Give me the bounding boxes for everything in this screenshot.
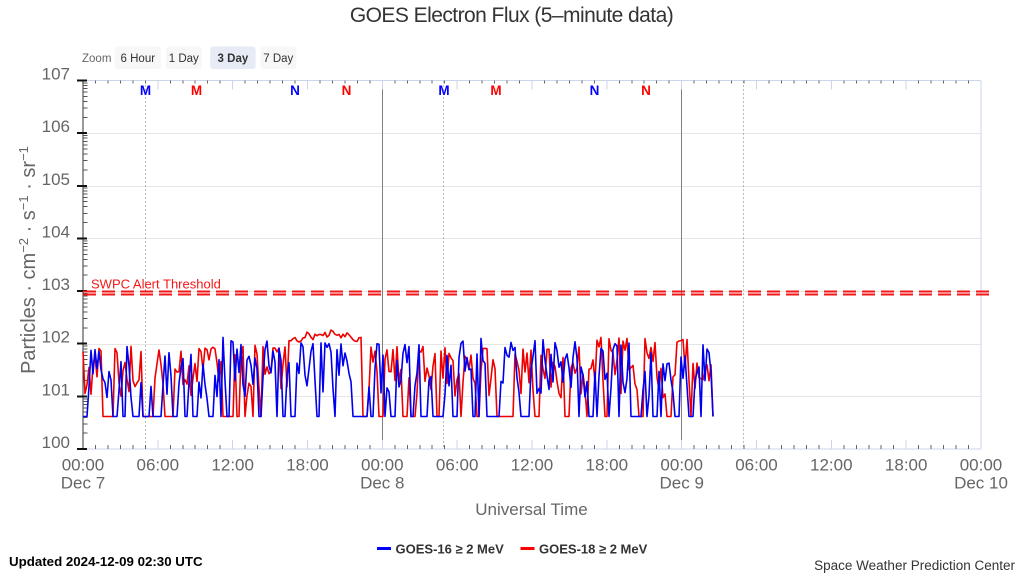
svg-text:N: N (342, 83, 352, 98)
svg-text:00:00: 00:00 (62, 456, 105, 475)
svg-text:00:00: 00:00 (960, 456, 1003, 475)
svg-text:18:00: 18:00 (286, 456, 329, 475)
svg-text:Dec 8: Dec 8 (360, 474, 404, 493)
svg-text:101: 101 (42, 380, 70, 399)
svg-text:N: N (590, 83, 600, 98)
svg-text:M: M (140, 83, 151, 98)
svg-text:Dec 7: Dec 7 (61, 474, 105, 493)
svg-text:06:00: 06:00 (137, 456, 180, 475)
svg-text:M: M (438, 83, 449, 98)
svg-text:1 Day: 1 Day (169, 53, 199, 65)
svg-text:18:00: 18:00 (885, 456, 928, 475)
svg-text:18:00: 18:00 (586, 456, 629, 475)
svg-text:12:00: 12:00 (810, 456, 853, 475)
svg-text:M: M (490, 83, 501, 98)
svg-text:12:00: 12:00 (211, 456, 254, 475)
svg-text:Zoom: Zoom (82, 53, 111, 65)
svg-text:Space Weather Prediction Cente: Space Weather Prediction Center (814, 558, 1015, 573)
svg-text:Updated 2024-12-09 02:30 UTC: Updated 2024-12-09 02:30 UTC (9, 554, 203, 569)
svg-text:00:00: 00:00 (660, 456, 703, 475)
svg-text:SWPC Alert Threshold: SWPC Alert Threshold (91, 277, 221, 292)
svg-text:107: 107 (42, 65, 70, 84)
svg-text:Dec 10: Dec 10 (954, 474, 1008, 493)
svg-text:GOES-18 ≥ 2 MeV: GOES-18 ≥ 2 MeV (539, 542, 648, 557)
svg-text:100: 100 (42, 433, 70, 452)
svg-text:N: N (290, 83, 300, 98)
svg-text:7 Day: 7 Day (263, 53, 293, 65)
svg-text:N: N (641, 83, 651, 98)
svg-text:GOES Electron Flux (5–minute d: GOES Electron Flux (5–minute data) (350, 4, 673, 27)
svg-text:104: 104 (42, 222, 70, 241)
svg-text:3 Day: 3 Day (218, 53, 249, 65)
svg-text:GOES-16 ≥ 2 MeV: GOES-16 ≥ 2 MeV (396, 542, 505, 557)
svg-text:106: 106 (42, 117, 70, 136)
svg-text:00:00: 00:00 (361, 456, 404, 475)
svg-text:Dec 9: Dec 9 (659, 474, 703, 493)
svg-text:Universal Time: Universal Time (475, 500, 587, 519)
svg-text:105: 105 (42, 170, 70, 189)
svg-text:102: 102 (42, 328, 70, 347)
svg-text:06:00: 06:00 (735, 456, 778, 475)
svg-text:103: 103 (42, 275, 70, 294)
svg-text:12:00: 12:00 (511, 456, 554, 475)
svg-text:Particles · cm−2 · s−1 · sr−1: Particles · cm−2 · s−1 · sr−1 (16, 146, 40, 374)
svg-text:6 Hour: 6 Hour (121, 53, 156, 65)
svg-text:06:00: 06:00 (436, 456, 479, 475)
svg-text:M: M (191, 83, 202, 98)
